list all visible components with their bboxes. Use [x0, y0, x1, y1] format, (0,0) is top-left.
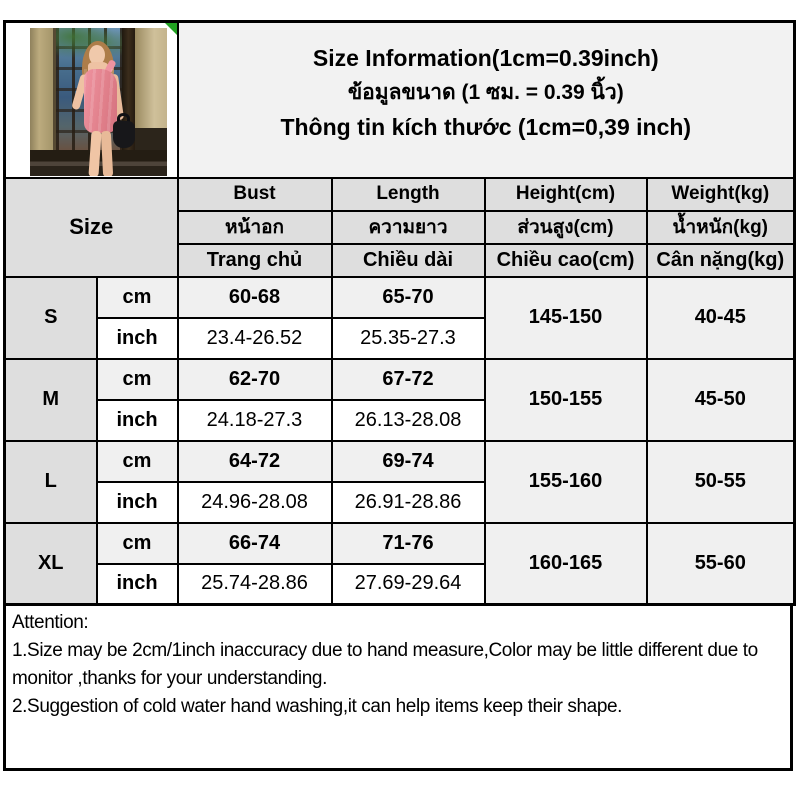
product-photo: [30, 28, 167, 176]
size-chart-sheet: Size Information(1cm=0.39inch) ข้อมูลขนา…: [3, 20, 797, 771]
model-face: [89, 45, 105, 65]
unit-label-cm: cm: [95, 357, 179, 401]
photo-left-wall: [30, 28, 56, 150]
header-bust-en: Bust: [176, 176, 333, 212]
bust-cm-s: 60-68: [176, 275, 333, 319]
length-inch-l: 26.91-28.86: [330, 480, 486, 524]
title-english: Size Information(1cm=0.39inch): [312, 45, 659, 72]
attention-heading: Attention:: [12, 612, 89, 633]
header-height-th: ส่วนสูง(cm): [483, 209, 648, 245]
row-l-inch: inch 24.96-28.08 26.91-28.86: [5, 480, 795, 524]
height-l: 155-160: [483, 439, 648, 524]
header-weight-en: Weight(kg): [645, 176, 796, 212]
header-weight-th: น้ำหนัก(kg): [645, 209, 796, 245]
header-bust-vi: Trang chủ: [176, 242, 333, 278]
unit-label-inch: inch: [95, 562, 179, 606]
top-row: Size Information(1cm=0.39inch) ข้อมูลขนา…: [3, 20, 796, 179]
weight-m: 45-50: [645, 357, 796, 442]
height-s: 145-150: [483, 275, 648, 360]
size-label-l: L: [3, 439, 98, 524]
black-handbag: [113, 121, 135, 148]
header-row-thai: หน้าอก ความยาว ส่วนสูง(cm) น้ำหนัก(kg): [5, 209, 796, 245]
title-vietnamese: Thông tin kích thước (1cm=0,39 inch): [280, 114, 692, 141]
attention-note-2: 2.Suggestion of cold water hand washing,…: [12, 696, 623, 717]
weight-s: 40-45: [645, 275, 796, 360]
title-thai: ข้อมูลขนาด (1 ซม. = 0.39 นิ้ว): [347, 81, 624, 105]
height-xl: 160-165: [483, 521, 648, 606]
pink-dress: [84, 69, 117, 133]
length-cm-xl: 71-76: [330, 521, 486, 565]
bust-inch-s: 23.4-26.52: [176, 316, 333, 360]
bust-cm-m: 62-70: [176, 357, 333, 401]
header-weight-vi: Cân nặng(kg): [645, 242, 796, 278]
unit-label-cm: cm: [95, 439, 179, 483]
attention-note-1: 1.Size may be 2cm/1inch inaccuracy due t…: [12, 640, 758, 689]
weight-l: 50-55: [645, 439, 796, 524]
bust-cm-l: 64-72: [176, 439, 333, 483]
height-m: 150-155: [483, 357, 648, 442]
photo-right-wall: [135, 28, 167, 128]
length-inch-xl: 27.69-29.64: [330, 562, 486, 606]
bust-inch-xl: 25.74-28.86: [176, 562, 333, 606]
length-inch-m: 26.13-28.08: [330, 398, 486, 442]
row-s-inch: inch 23.4-26.52 25.35-27.3: [5, 316, 795, 360]
header-height-vi: Chiều cao(cm): [483, 242, 648, 278]
attention-section: Attention: 1.Size may be 2cm/1inch inacc…: [3, 606, 793, 771]
green-corner-marker-icon: [164, 23, 176, 35]
length-cm-l: 69-74: [330, 439, 486, 483]
row-m-inch: inch 24.18-27.3 26.13-28.08: [5, 398, 795, 442]
row-l-cm: L cm 64-72 69-74 155-160 50-55: [3, 439, 796, 524]
row-m-cm: M cm 62-70 67-72 150-155 45-50: [3, 357, 796, 442]
header-bust-th: หน้าอก: [176, 209, 333, 245]
bust-cm-xl: 66-74: [176, 521, 333, 565]
size-column-header: Size: [3, 176, 179, 278]
unit-label-cm: cm: [95, 521, 179, 565]
unit-label-inch: inch: [95, 316, 179, 360]
title-cell: Size Information(1cm=0.39inch) ข้อมูลขนา…: [176, 20, 796, 179]
header-length-th: ความยาว: [330, 209, 486, 245]
length-inch-s: 25.35-27.3: [330, 316, 486, 360]
bust-inch-l: 24.96-28.08: [176, 480, 333, 524]
length-cm-m: 67-72: [330, 357, 486, 401]
product-photo-cell: [3, 20, 179, 179]
title-block: Size Information(1cm=0.39inch) ข้อมูลขนา…: [180, 24, 793, 176]
size-label-m: M: [3, 357, 98, 442]
row-xl-cm: XL cm 66-74 71-76 160-165 55-60: [3, 521, 796, 606]
weight-xl: 55-60: [645, 521, 796, 606]
header-row-vietnamese: Trang chủ Chiều dài Chiều cao(cm) Cân nặ…: [5, 242, 796, 278]
size-label-s: S: [3, 275, 98, 360]
row-xl-inch: inch 25.74-28.86 27.69-29.64: [5, 562, 795, 606]
size-table: Size Information(1cm=0.39inch) ข้อมูลขนา…: [3, 20, 797, 606]
handbag-handle: [117, 113, 130, 124]
bust-inch-m: 24.18-27.3: [176, 398, 333, 442]
length-cm-s: 65-70: [330, 275, 486, 319]
header-length-vi: Chiều dài: [330, 242, 486, 278]
header-row-english: Size Bust Length Height(cm) Weight(kg): [3, 176, 796, 278]
header-height-en: Height(cm): [483, 176, 648, 212]
header-length-en: Length: [330, 176, 486, 212]
row-s-cm: S cm 60-68 65-70 145-150 40-45: [3, 275, 796, 360]
unit-label-inch: inch: [95, 480, 179, 524]
unit-label-cm: cm: [95, 275, 179, 319]
unit-label-inch: inch: [95, 398, 179, 442]
size-label-xl: XL: [3, 521, 98, 606]
